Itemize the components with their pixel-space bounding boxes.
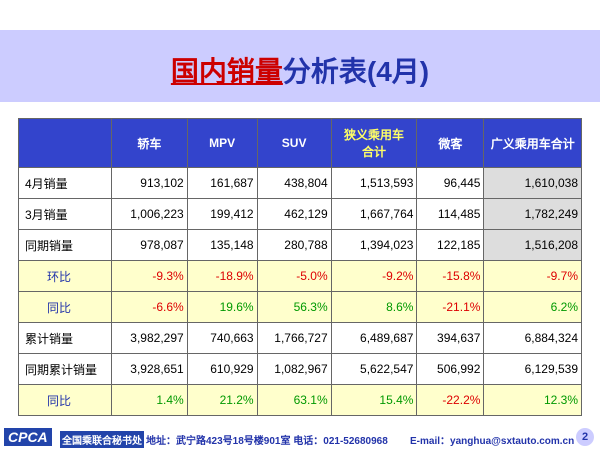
table-row: 同比 -6.6% 19.6% 56.3% 8.6% -21.1% 6.2%	[17, 291, 582, 323]
cell: 3,982,297	[111, 322, 188, 354]
cell: -6.6%	[111, 291, 188, 323]
cell: 3,928,651	[111, 353, 188, 385]
cell: 56.3%	[256, 291, 332, 323]
cell: 96,445	[416, 167, 485, 199]
cell: 610,929	[186, 353, 258, 385]
column-header: 轿车	[111, 118, 188, 168]
title-band	[0, 30, 600, 102]
cell: 1,766,727	[256, 322, 332, 354]
table-row: 3月销量 1,006,223 199,412 462,129 1,667,764 114,…	[17, 198, 582, 230]
cell: 21.2%	[186, 384, 258, 416]
cell: 462,129	[256, 198, 332, 230]
footer: CPCA 全国乘联合秘书处 地址：武宁路423号18号楼901室 电话：021-…	[0, 426, 600, 450]
cell: 15.4%	[330, 384, 418, 416]
org: 全国乘联合秘书处	[60, 431, 144, 448]
table-row: 累计销量 3,982,297 740,663 1,766,727 6,489,687 39…	[17, 322, 582, 354]
title: 国内销量分析表(4月)	[0, 50, 600, 90]
cell: 1,782,249	[483, 198, 582, 230]
row-label: 同期累计销量	[17, 353, 113, 385]
table-row: 同比 1.4% 21.2% 63.1% 15.4% -22.2% 12.3%	[17, 384, 582, 416]
cell: 394,637	[416, 322, 485, 354]
cell: 1,516,208	[483, 229, 582, 261]
column-header: 广义乘用车合计	[483, 118, 582, 168]
cell: 1,610,038	[483, 167, 582, 199]
header-row: 轿车 MPV SUV 狭义乘用车合计 微客 广义乘用车合计	[17, 118, 582, 168]
row-label: 同比	[17, 291, 113, 323]
cell: -9.7%	[483, 260, 582, 292]
cell: 506,992	[416, 353, 485, 385]
cell: -21.1%	[416, 291, 485, 323]
cell: 6,884,324	[483, 322, 582, 354]
cell: 135,148	[186, 229, 258, 261]
table-row: 同期销量 978,087 135,148 280,788 1,394,023 122,18…	[17, 229, 582, 261]
cell: 1.4%	[111, 384, 188, 416]
table-row: 环比 -9.3% -18.9% -5.0% -9.2% -15.8% -9.7%	[17, 260, 582, 292]
email: E-mail：yanghua@sxtauto.com.cn	[410, 436, 575, 447]
cell: 161,687	[186, 167, 258, 199]
cell: 63.1%	[256, 384, 332, 416]
cell: 6.2%	[483, 291, 582, 323]
cell: -22.2%	[416, 384, 485, 416]
column-header: 微客	[416, 118, 485, 168]
column-header: 狭义乘用车合计	[330, 118, 418, 168]
column-header	[17, 118, 113, 168]
cell: -9.2%	[330, 260, 418, 292]
title-highlight: 国内销量	[170, 56, 283, 87]
cell: 5,622,547	[330, 353, 418, 385]
cell: 280,788	[256, 229, 332, 261]
cell: 978,087	[111, 229, 188, 261]
row-label: 同期销量	[17, 229, 113, 261]
table-row: 4月销量 913,102 161,687 438,804 1,513,593 96,445…	[17, 167, 582, 199]
cell: 913,102	[111, 167, 188, 199]
cell: -15.8%	[416, 260, 485, 292]
column-header: MPV	[186, 118, 258, 168]
sales-table: 轿车 MPV SUV 狭义乘用车合计 微客 广义乘用车合计 4月销量 913,102 161,6…	[17, 118, 582, 416]
cell: 740,663	[186, 322, 258, 354]
row-label: 3月销量	[17, 198, 113, 230]
cell: 438,804	[256, 167, 332, 199]
title-rest: 分析表(4月)	[282, 56, 430, 87]
cell: 19.6%	[186, 291, 258, 323]
cell: 8.6%	[330, 291, 418, 323]
cell: -5.0%	[256, 260, 332, 292]
cell: 1,667,764	[330, 198, 418, 230]
cell: 122,185	[416, 229, 485, 261]
cell: 1,394,023	[330, 229, 418, 261]
cell: 6,129,539	[483, 353, 582, 385]
logo: CPCA	[4, 428, 52, 446]
column-header: SUV	[256, 118, 332, 168]
cell: 1,513,593	[330, 167, 418, 199]
cell: -9.3%	[111, 260, 188, 292]
cell: 1,006,223	[111, 198, 188, 230]
table-row: 同期累计销量 3,928,651 610,929 1,082,967 5,622,547…	[17, 353, 582, 385]
row-label: 4月销量	[17, 167, 113, 199]
cell: 199,412	[186, 198, 258, 230]
cell: -18.9%	[186, 260, 258, 292]
row-label: 累计销量	[17, 322, 113, 354]
address: 地址：武宁路423号18号楼901室 电话：021-52680968	[146, 436, 388, 447]
cell: 12.3%	[483, 384, 582, 416]
cell: 1,082,967	[256, 353, 332, 385]
cell: 6,489,687	[330, 322, 418, 354]
cell: 114,485	[416, 198, 485, 230]
row-label: 环比	[17, 260, 113, 292]
row-label: 同比	[17, 384, 113, 416]
page-number: 2	[576, 428, 594, 446]
